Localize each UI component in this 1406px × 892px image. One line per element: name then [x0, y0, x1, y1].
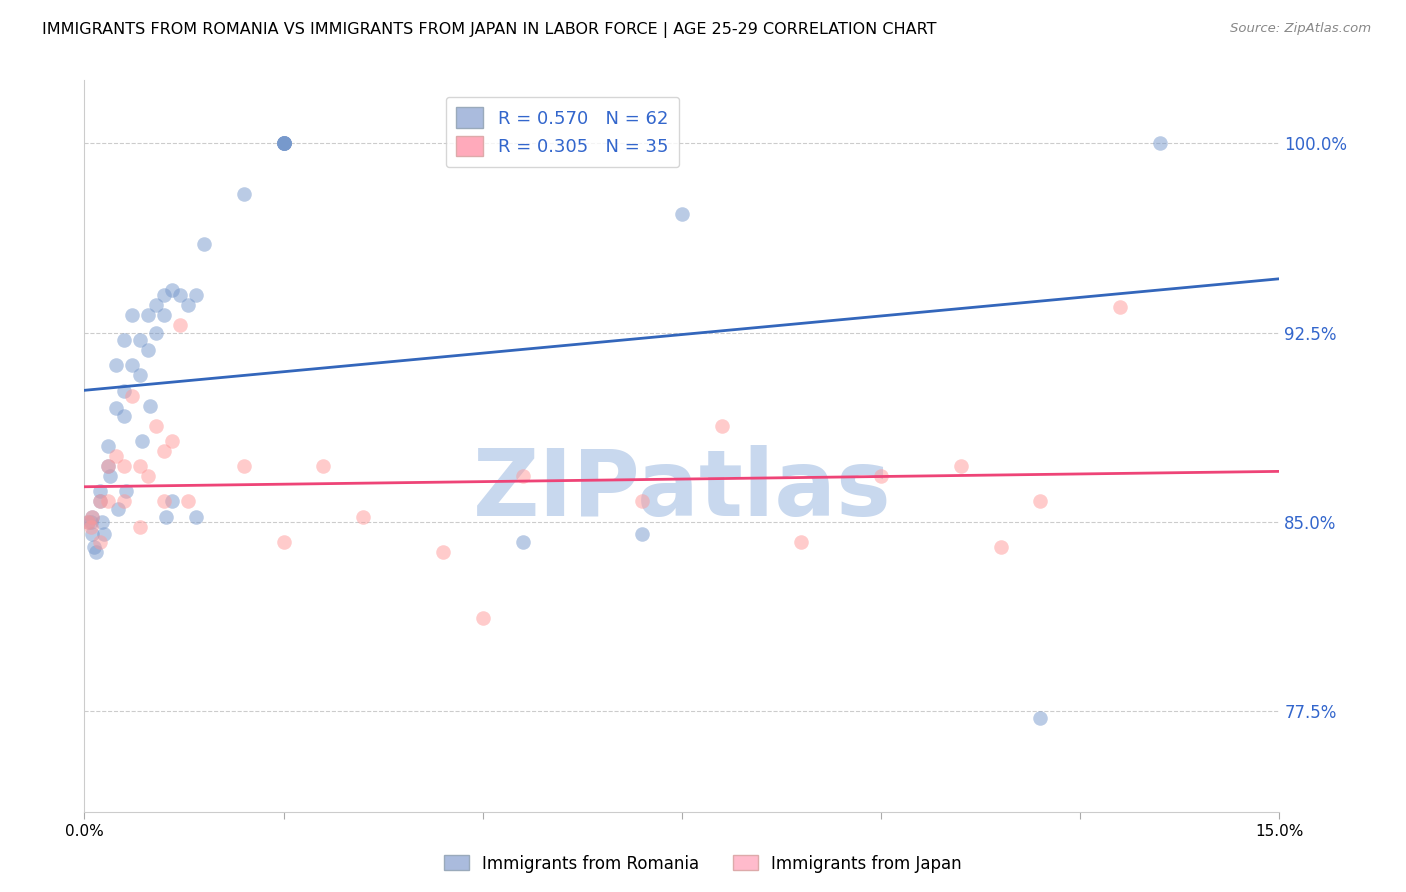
- Point: [273, 136, 295, 151]
- Point: [193, 237, 215, 252]
- Point: [97, 494, 120, 508]
- Point: [93, 527, 115, 541]
- Point: [870, 469, 893, 483]
- Point: [89, 494, 111, 508]
- Point: [77, 515, 100, 529]
- Point: [949, 459, 972, 474]
- Text: IMMIGRANTS FROM ROMANIA VS IMMIGRANTS FROM JAPAN IN LABOR FORCE | AGE 25-29 CORR: IMMIGRANTS FROM ROMANIA VS IMMIGRANTS FR…: [42, 22, 936, 38]
- Point: [153, 494, 176, 508]
- Point: [169, 318, 191, 332]
- Point: [112, 333, 135, 347]
- Point: [160, 434, 183, 448]
- Point: [710, 418, 733, 433]
- Point: [112, 409, 135, 423]
- Point: [138, 399, 160, 413]
- Legend: R = 0.570   N = 62, R = 0.305   N = 35: R = 0.570 N = 62, R = 0.305 N = 35: [446, 96, 679, 167]
- Point: [105, 359, 128, 373]
- Point: [432, 545, 454, 559]
- Point: [90, 515, 112, 529]
- Point: [145, 326, 167, 340]
- Point: [145, 298, 167, 312]
- Point: [121, 308, 143, 322]
- Point: [107, 502, 129, 516]
- Point: [153, 308, 176, 322]
- Point: [1109, 300, 1132, 314]
- Point: [153, 287, 176, 301]
- Point: [112, 384, 135, 398]
- Point: [273, 136, 295, 151]
- Point: [790, 534, 813, 549]
- Point: [312, 459, 335, 474]
- Point: [273, 534, 295, 549]
- Point: [273, 136, 295, 151]
- Point: [136, 308, 159, 322]
- Point: [82, 509, 104, 524]
- Point: [129, 519, 152, 533]
- Point: [1029, 711, 1052, 725]
- Point: [184, 287, 207, 301]
- Point: [80, 515, 103, 529]
- Point: [232, 186, 254, 201]
- Point: [153, 444, 176, 458]
- Point: [273, 136, 295, 151]
- Legend: Immigrants from Romania, Immigrants from Japan: Immigrants from Romania, Immigrants from…: [437, 848, 969, 880]
- Point: [671, 207, 693, 221]
- Point: [82, 509, 104, 524]
- Point: [114, 484, 136, 499]
- Point: [97, 459, 120, 474]
- Point: [232, 459, 254, 474]
- Point: [512, 534, 534, 549]
- Text: Source: ZipAtlas.com: Source: ZipAtlas.com: [1230, 22, 1371, 36]
- Point: [471, 610, 494, 624]
- Point: [512, 469, 534, 483]
- Point: [97, 459, 120, 474]
- Point: [352, 509, 374, 524]
- Point: [136, 469, 159, 483]
- Point: [1029, 494, 1052, 508]
- Point: [89, 484, 111, 499]
- Point: [112, 459, 135, 474]
- Point: [105, 401, 128, 416]
- Point: [121, 388, 143, 402]
- Point: [131, 434, 153, 448]
- Point: [145, 418, 167, 433]
- Text: ZIPatlas: ZIPatlas: [472, 445, 891, 535]
- Point: [273, 136, 295, 151]
- Point: [129, 368, 152, 383]
- Point: [177, 298, 200, 312]
- Point: [82, 527, 104, 541]
- Point: [112, 494, 135, 508]
- Point: [86, 545, 108, 559]
- Point: [97, 439, 120, 453]
- Point: [160, 283, 183, 297]
- Point: [273, 136, 295, 151]
- Point: [990, 540, 1012, 554]
- Point: [160, 494, 183, 508]
- Point: [80, 519, 103, 533]
- Point: [129, 459, 152, 474]
- Point: [129, 333, 152, 347]
- Point: [136, 343, 159, 358]
- Point: [177, 494, 200, 508]
- Point: [83, 540, 105, 554]
- Point: [184, 509, 207, 524]
- Point: [631, 527, 654, 541]
- Point: [1149, 136, 1171, 151]
- Point: [105, 449, 128, 463]
- Point: [155, 509, 177, 524]
- Point: [273, 136, 295, 151]
- Point: [121, 359, 143, 373]
- Point: [98, 469, 121, 483]
- Point: [89, 494, 111, 508]
- Point: [89, 534, 111, 549]
- Point: [631, 494, 654, 508]
- Point: [77, 515, 100, 529]
- Point: [169, 287, 191, 301]
